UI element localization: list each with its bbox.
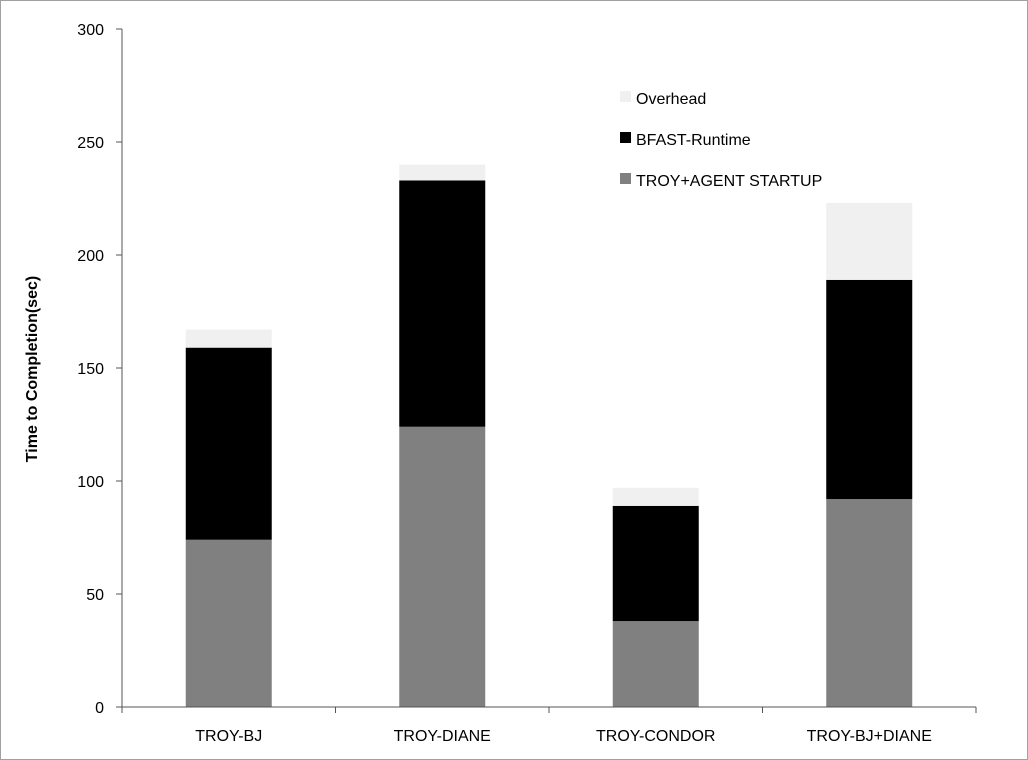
bar-segment-bfast-runtime [612, 505, 699, 622]
axes-layer [121, 29, 977, 713]
bar-segment-overhead [185, 329, 272, 348]
y-axis-title: Time to Completion(sec) [24, 276, 41, 462]
x-category-label: TROY-DIANE [394, 728, 491, 745]
bar-segment-troy-agent-startup [826, 499, 913, 707]
legend-swatch [620, 132, 631, 143]
bar-segment-troy-agent-startup [399, 426, 486, 707]
y-tick-label: 300 [77, 22, 104, 39]
bars-layer [185, 164, 913, 707]
bar-segment-troy-agent-startup [612, 621, 699, 707]
y-tick-label: 250 [77, 135, 104, 152]
bar-segment-overhead [612, 487, 699, 506]
bar-segment-bfast-runtime [399, 180, 486, 427]
bar-segment-troy-agent-startup [185, 539, 272, 707]
bar-segment-bfast-runtime [826, 279, 913, 500]
x-category-label: TROY-CONDOR [596, 728, 715, 745]
legend-swatch [620, 173, 631, 184]
legend-label: Overhead [636, 91, 706, 108]
y-tick-label: 150 [77, 361, 104, 378]
y-tick-label: 200 [77, 248, 104, 265]
x-category-label: TROY-BJ [195, 728, 262, 745]
legend: Overhead BFAST-Runtime TROY+AGENT STARTUP [620, 91, 822, 190]
legend-label: BFAST-Runtime [636, 132, 751, 149]
legend-swatch [620, 91, 631, 102]
bar-segment-bfast-runtime [185, 347, 272, 540]
y-axis-ticks: 0 50 100 150 200 250 300 [77, 22, 122, 717]
bar-segment-overhead [399, 164, 486, 181]
y-tick-label: 50 [86, 587, 104, 604]
x-axis-category-labels: TROY-BJ TROY-DIANE TROY-CONDOR TROY-BJ+DIAN… [195, 728, 932, 745]
bar-segment-overhead [826, 203, 913, 280]
legend-label: TROY+AGENT STARTUP [636, 173, 822, 190]
y-tick-label: 100 [77, 474, 104, 491]
x-category-label: TROY-BJ+DIANE [807, 728, 932, 745]
y-tick-label: 0 [95, 700, 104, 717]
